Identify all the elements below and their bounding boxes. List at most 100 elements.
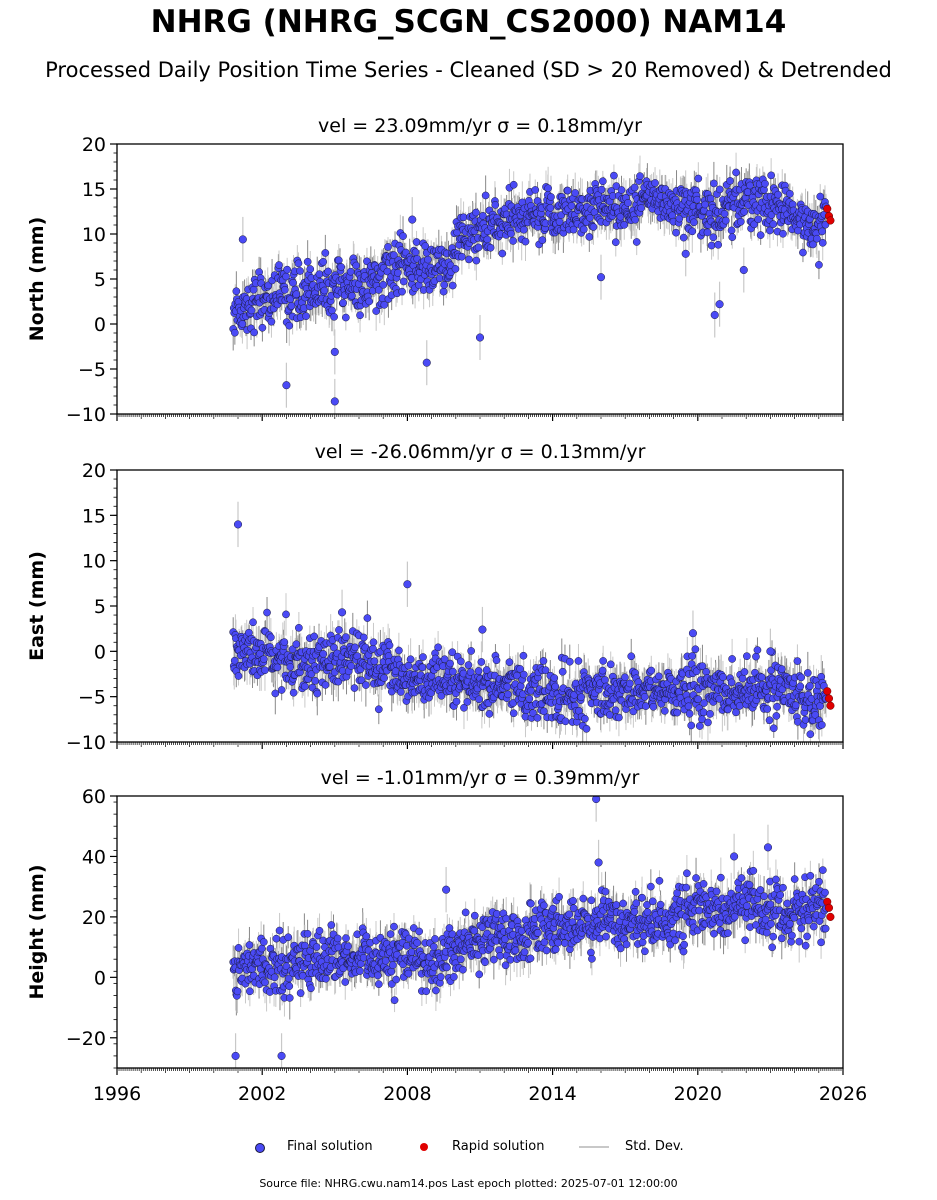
rapid-point [823,687,832,696]
ytick-label: 10 [82,551,106,573]
final-point [384,243,392,251]
final-point [818,227,827,236]
final-point [596,273,606,282]
final-point [660,707,669,715]
final-point [334,256,343,265]
final-point [767,666,775,675]
final-point [779,229,787,238]
final-point [385,641,394,650]
final-point [362,681,370,689]
final-point [647,666,656,675]
final-point [698,662,707,670]
final-point [813,234,821,243]
final-point [474,243,483,252]
final-point [320,286,329,295]
ytick-label: 5 [94,596,106,618]
final-point [533,714,542,722]
final-point [598,177,607,186]
final-point [233,520,243,529]
final-point [330,643,338,652]
final-point [406,655,415,664]
final-point [796,682,805,691]
final-point [310,632,319,641]
final-point [250,328,259,337]
final-point [464,661,473,669]
panel-north: vel = 23.09mm/yr σ = 0.18mm/yr North (mm)… [26,115,844,426]
final-point [357,676,366,685]
final-point [238,235,247,244]
ytick-label: −5 [78,687,106,709]
ytick-label: −10 [66,404,106,426]
ytick-label: −5 [78,359,106,381]
final-point [287,302,296,310]
final-point [328,306,336,315]
final-point [281,286,289,294]
final-point [507,229,515,238]
final-point [230,328,239,337]
final-point [625,679,634,688]
final-point [475,333,485,342]
final-point [706,710,714,718]
final-point [232,287,241,296]
final-point [769,220,778,228]
final-point [612,182,621,190]
final-point [338,608,347,617]
final-point [715,695,724,703]
final-point [685,709,694,718]
final-point [334,677,343,686]
final-point [472,256,481,265]
final-point [816,192,825,201]
final-point [727,226,736,235]
final-point [753,646,762,654]
final-point [569,225,578,234]
final-point [273,663,282,672]
final-point [763,705,772,713]
final-point [540,707,548,716]
final-point [249,285,258,294]
final-point [446,659,454,668]
final-point [306,265,315,273]
final-point [582,724,591,733]
final-point [675,214,684,223]
final-point [460,703,468,712]
final-point [302,312,310,321]
final-point [448,281,457,290]
final-point [640,693,649,701]
final-point [301,682,309,691]
final-point [465,255,473,264]
final-point [631,215,640,224]
final-point [791,701,800,710]
ytick-label: 10 [82,224,106,246]
final-point [756,231,765,239]
final-point [519,225,528,234]
chart-canvas: vel = 23.09mm/yr σ = 0.18mm/yr North (mm)… [26,115,867,1105]
final-point [363,614,372,622]
final-point [636,172,644,180]
final-point [353,652,362,660]
final-point [267,317,276,326]
final-point [369,638,378,647]
final-point [601,676,609,684]
final-point [527,686,535,695]
final-point [637,204,645,212]
final-point [585,233,594,241]
final-point [516,682,525,691]
final-point [466,668,475,677]
final-point [620,220,629,229]
final-point [777,665,786,673]
final-point [732,168,740,177]
final-point [346,267,355,276]
final-point [412,238,421,246]
final-point [486,243,495,252]
final-point [621,673,629,682]
final-point [247,306,256,315]
final-point [624,199,632,207]
final-point [380,674,388,682]
final-point [294,259,303,268]
final-point [463,698,472,706]
final-point [577,693,585,702]
final-point [459,213,468,222]
final-point [452,697,461,706]
final-point [769,724,778,733]
axes-frame-north [116,143,844,415]
